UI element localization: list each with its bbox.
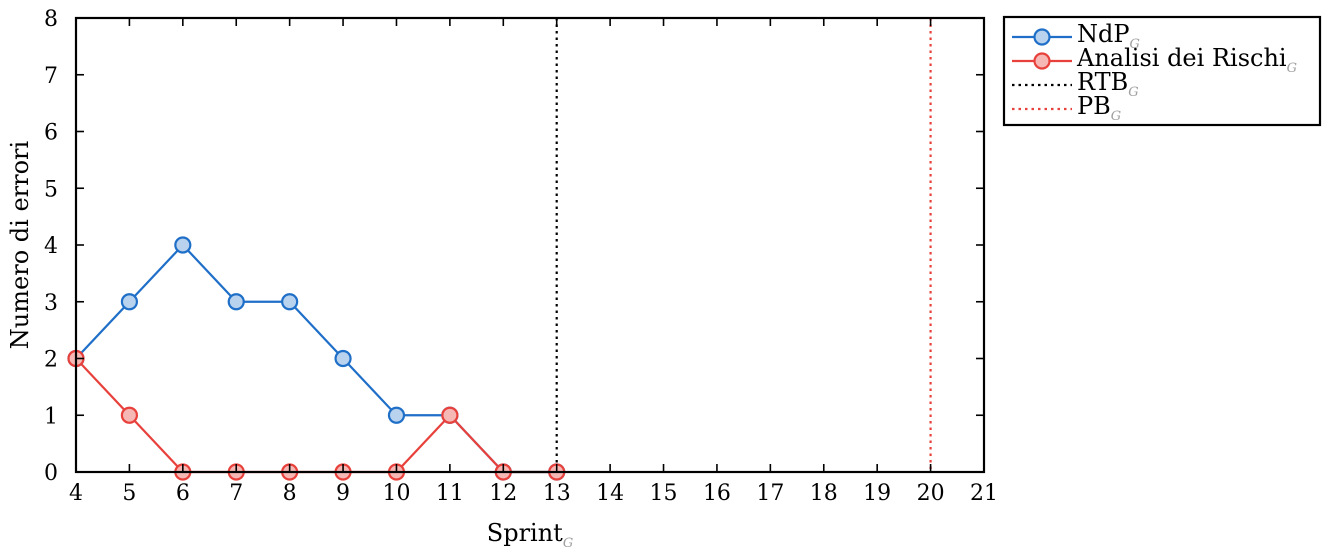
x-tick-label: 12 <box>489 481 517 506</box>
series-0-point <box>334 349 352 368</box>
legend-label-subscript: G <box>1128 85 1138 100</box>
x-tick-label: 21 <box>970 481 998 506</box>
y-tick-label: 0 <box>44 461 58 486</box>
legend-box <box>1002 15 1322 127</box>
series-0-point <box>227 293 245 311</box>
y-tick-label: 1 <box>44 404 58 429</box>
y-tick-label: 6 <box>44 121 58 146</box>
series-0-point <box>387 406 406 424</box>
legend-label-subscript: G <box>1287 61 1297 76</box>
legend-entry-3: PBG <box>1012 92 1121 124</box>
y-tick-label: 4 <box>44 234 58 259</box>
plot-layer <box>67 18 932 481</box>
x-tick-label: 13 <box>543 481 571 506</box>
x-tick-label: 20 <box>917 481 945 506</box>
x-tick-label: 4 <box>69 481 83 506</box>
legend-label: RTBG <box>1077 68 1139 100</box>
x-tick-label: 15 <box>650 481 678 506</box>
x-tick-label: 17 <box>756 481 784 506</box>
legend-entry-2: RTBG <box>1012 68 1139 100</box>
y-tick-label: 3 <box>44 291 58 316</box>
y-axis-label: Numero di errori <box>6 140 34 349</box>
legend-label: Analisi dei RischiG <box>1076 44 1297 76</box>
series-0-point <box>174 236 192 254</box>
legend-label: PBG <box>1077 92 1121 124</box>
x-tick-label: 9 <box>336 481 350 506</box>
x-axis-label: SprintG <box>487 519 573 549</box>
series-0-point <box>120 293 139 311</box>
x-axis-label-text: Sprint <box>487 519 563 547</box>
axis-labels: SprintG Numero di errori <box>6 140 573 549</box>
x-tick-label: 18 <box>810 481 838 506</box>
x-tick-label: 10 <box>382 481 410 506</box>
series-line-0 <box>75 243 557 474</box>
legend-entry-0: NdPG <box>1012 20 1140 52</box>
series-1-point <box>441 406 459 424</box>
x-tick-label: 11 <box>436 481 464 506</box>
x-axis-label-subscript: G <box>563 536 573 549</box>
series-0-point <box>281 293 299 311</box>
series-line-1 <box>75 357 557 474</box>
legend-swatch-marker <box>1033 52 1051 70</box>
plot-frame <box>74 16 986 474</box>
legend-label-text: PB <box>1077 92 1111 120</box>
y-tick-label: 2 <box>44 348 58 373</box>
y-tick-label: 5 <box>44 177 58 202</box>
x-tick-label: 16 <box>703 481 731 506</box>
legend-swatch-marker <box>1033 28 1051 46</box>
y-tick-label: 7 <box>44 64 58 89</box>
x-tick-label: 7 <box>229 481 243 506</box>
x-tick-label: 6 <box>176 481 190 506</box>
legend-label-text: Analisi dei Rischi <box>1076 44 1287 72</box>
legend-label-subscript: G <box>1130 37 1140 52</box>
y-tick-label: 8 <box>44 7 58 32</box>
x-tick-label: 19 <box>863 481 891 506</box>
legend-label: NdPG <box>1077 20 1140 52</box>
legend-label-text: RTB <box>1077 68 1128 96</box>
x-tick-label: 5 <box>122 481 136 506</box>
x-tick-label: 8 <box>283 481 297 506</box>
series-1-point <box>120 406 139 424</box>
legend-entry-1: Analisi dei RischiG <box>1012 44 1297 76</box>
legend-label-subscript: G <box>1111 109 1121 124</box>
legend-label-text: NdP <box>1077 20 1130 48</box>
x-tick-label: 14 <box>596 481 624 506</box>
